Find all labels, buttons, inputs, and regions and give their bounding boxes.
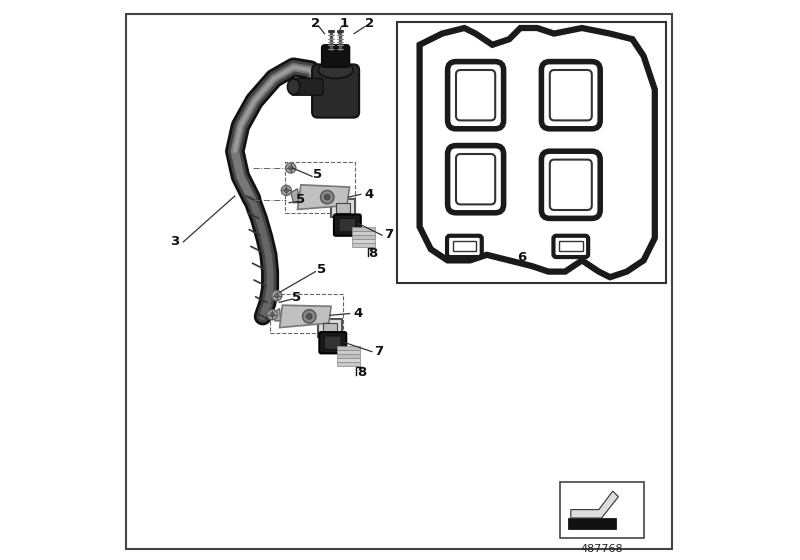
FancyBboxPatch shape: [550, 70, 592, 120]
Text: 4: 4: [354, 307, 362, 320]
Circle shape: [267, 310, 278, 320]
Text: 2: 2: [311, 17, 321, 30]
Circle shape: [270, 312, 274, 317]
Circle shape: [325, 194, 330, 200]
FancyBboxPatch shape: [560, 482, 643, 538]
FancyBboxPatch shape: [337, 362, 360, 366]
Circle shape: [289, 166, 293, 170]
FancyBboxPatch shape: [554, 236, 588, 257]
Text: 4: 4: [365, 188, 374, 201]
FancyBboxPatch shape: [325, 336, 342, 349]
FancyBboxPatch shape: [312, 64, 359, 118]
FancyBboxPatch shape: [352, 227, 375, 231]
Text: 3: 3: [170, 235, 179, 249]
Text: 5: 5: [317, 263, 326, 277]
Circle shape: [286, 163, 296, 173]
FancyBboxPatch shape: [448, 146, 504, 213]
Text: 487768: 487768: [580, 544, 623, 554]
FancyBboxPatch shape: [456, 154, 495, 204]
FancyBboxPatch shape: [339, 218, 356, 232]
FancyBboxPatch shape: [319, 332, 346, 353]
FancyBboxPatch shape: [331, 199, 354, 217]
Circle shape: [284, 188, 289, 193]
Ellipse shape: [318, 62, 353, 78]
FancyBboxPatch shape: [453, 241, 476, 251]
FancyBboxPatch shape: [456, 70, 495, 120]
FancyBboxPatch shape: [559, 241, 582, 251]
Polygon shape: [291, 189, 299, 203]
FancyBboxPatch shape: [550, 160, 592, 210]
FancyBboxPatch shape: [337, 358, 360, 362]
Polygon shape: [280, 305, 331, 328]
FancyBboxPatch shape: [322, 323, 338, 333]
FancyBboxPatch shape: [397, 22, 666, 283]
FancyBboxPatch shape: [447, 236, 482, 257]
FancyBboxPatch shape: [337, 346, 360, 350]
Text: 7: 7: [374, 345, 383, 358]
Ellipse shape: [287, 79, 300, 95]
Text: 6: 6: [518, 251, 526, 264]
Circle shape: [272, 291, 282, 301]
FancyBboxPatch shape: [352, 239, 375, 243]
Text: 8: 8: [369, 246, 378, 260]
FancyBboxPatch shape: [336, 203, 350, 213]
Text: 2: 2: [365, 17, 374, 30]
FancyBboxPatch shape: [334, 214, 361, 236]
Text: 1: 1: [339, 17, 349, 30]
FancyBboxPatch shape: [352, 243, 375, 247]
FancyBboxPatch shape: [126, 14, 672, 549]
FancyBboxPatch shape: [542, 62, 600, 129]
FancyBboxPatch shape: [291, 78, 323, 95]
FancyBboxPatch shape: [448, 62, 504, 129]
FancyBboxPatch shape: [337, 354, 360, 358]
FancyBboxPatch shape: [352, 231, 375, 235]
Text: 5: 5: [292, 291, 302, 305]
Text: 5: 5: [313, 168, 322, 181]
Circle shape: [306, 314, 312, 319]
FancyBboxPatch shape: [318, 319, 342, 337]
Polygon shape: [571, 491, 618, 518]
Text: 7: 7: [384, 227, 394, 241]
FancyBboxPatch shape: [322, 45, 350, 67]
Polygon shape: [273, 309, 281, 321]
FancyBboxPatch shape: [568, 518, 616, 529]
FancyBboxPatch shape: [542, 151, 600, 218]
Circle shape: [302, 310, 316, 323]
Circle shape: [321, 190, 334, 204]
FancyBboxPatch shape: [337, 350, 360, 354]
FancyBboxPatch shape: [352, 235, 375, 239]
Circle shape: [274, 293, 279, 298]
Circle shape: [282, 185, 291, 195]
Text: 8: 8: [358, 366, 366, 379]
Text: 5: 5: [296, 193, 306, 207]
Polygon shape: [420, 28, 655, 277]
Polygon shape: [298, 185, 350, 209]
